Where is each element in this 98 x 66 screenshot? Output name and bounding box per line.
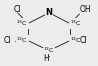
Text: Cl: Cl <box>14 5 21 14</box>
Text: OH: OH <box>79 5 91 14</box>
Text: $^{13}$C: $^{13}$C <box>70 19 82 28</box>
Text: $^{13}$C: $^{13}$C <box>43 46 55 55</box>
Text: $^{13}$C: $^{13}$C <box>16 36 28 45</box>
Text: Cl: Cl <box>79 36 87 45</box>
Text: H: H <box>43 54 49 63</box>
Text: $^{13}$C: $^{13}$C <box>70 36 82 45</box>
Text: N: N <box>45 8 53 17</box>
Text: Cl: Cl <box>3 36 11 45</box>
Text: $^{13}$C: $^{13}$C <box>16 19 28 28</box>
